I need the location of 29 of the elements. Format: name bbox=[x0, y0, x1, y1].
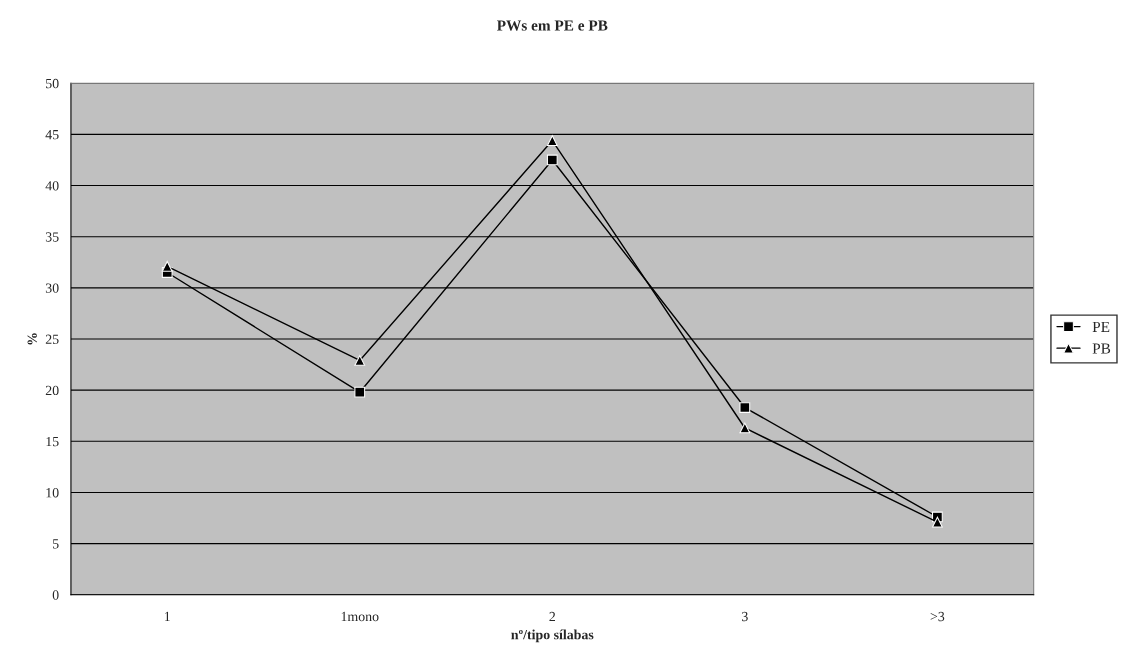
point bbox=[932, 516, 943, 528]
point bbox=[354, 386, 366, 398]
y-tick-label: 30 bbox=[45, 283, 59, 293]
x-axis-title: nº/tipo sílabas bbox=[511, 629, 594, 643]
y-tick-label: 25 bbox=[45, 334, 59, 344]
point bbox=[546, 135, 558, 146]
point bbox=[546, 154, 558, 166]
point bbox=[354, 355, 366, 366]
x-tick-label: 1 bbox=[164, 611, 170, 622]
point bbox=[161, 260, 173, 272]
point bbox=[739, 402, 751, 413]
legend-label: PB bbox=[1092, 343, 1111, 354]
y-tick-label: 5 bbox=[53, 539, 59, 549]
x-tick-label: >3 bbox=[930, 611, 945, 622]
y-tick-label: 35 bbox=[45, 232, 59, 242]
y-tick-label: 40 bbox=[45, 181, 59, 191]
y-tick-label: 20 bbox=[45, 385, 59, 396]
chart-title: PWs em PE e PB bbox=[496, 20, 608, 31]
y-tick-label: 0 bbox=[52, 590, 59, 600]
y-tick-label: 45 bbox=[45, 130, 59, 140]
point bbox=[739, 422, 751, 434]
x-tick-label: 2 bbox=[549, 611, 556, 622]
legend-label: PE bbox=[1092, 321, 1110, 332]
y-tick-label: 10 bbox=[46, 488, 59, 498]
y-tick-label: 50 bbox=[46, 78, 59, 89]
x-tick-label: 1mono bbox=[341, 611, 379, 622]
y-axis-title: % bbox=[27, 333, 37, 345]
x-tick-label: 3 bbox=[742, 611, 748, 622]
y-tick-label: 15 bbox=[46, 436, 59, 447]
